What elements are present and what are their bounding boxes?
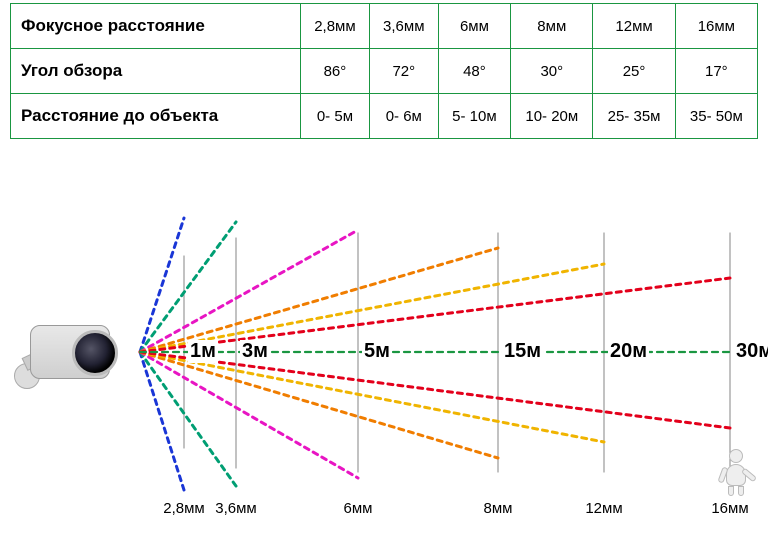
table-cell: 30° — [511, 49, 593, 94]
table-cell: 17° — [675, 49, 757, 94]
table-cell: 10- 20м — [511, 94, 593, 139]
distance-label: 30м — [734, 340, 768, 363]
table-cell: 3,6мм — [369, 4, 438, 49]
table-cell: 2,8мм — [301, 4, 370, 49]
table-cell: 35- 50м — [675, 94, 757, 139]
table-cell: 25° — [593, 49, 675, 94]
focal-label: 16мм — [711, 500, 748, 517]
row-header: Угол обзора — [11, 49, 301, 94]
table-cell: 0- 5м — [301, 94, 370, 139]
focal-length-table: Фокусное расстояние2,8мм3,6мм6мм8мм12мм1… — [0, 0, 768, 139]
table-cell: 48° — [438, 49, 510, 94]
spec-table: Фокусное расстояние2,8мм3,6мм6мм8мм12мм1… — [10, 3, 758, 139]
distance-label: 1м — [188, 340, 218, 363]
person-icon — [719, 449, 753, 497]
fov-diagram: 1м 3м 5м 15м 20м 30м 2,8мм 3,6мм 6мм 8мм 12мм 16мм — [0, 200, 768, 552]
table-cell: 6мм — [438, 4, 510, 49]
table-cell: 12мм — [593, 4, 675, 49]
table-cell: 72° — [369, 49, 438, 94]
focal-label: 2,8мм — [163, 500, 204, 517]
table-cell: 5- 10м — [438, 94, 510, 139]
focal-label: 6мм — [344, 500, 373, 517]
distance-label: 5м — [362, 340, 392, 363]
table-cell: 0- 6м — [369, 94, 438, 139]
focal-label: 8мм — [484, 500, 513, 517]
table-cell: 25- 35м — [593, 94, 675, 139]
table-cell: 86° — [301, 49, 370, 94]
row-header: Расстояние до объекта — [11, 94, 301, 139]
distance-label: 3м — [240, 340, 270, 363]
row-header: Фокусное расстояние — [11, 4, 301, 49]
distance-label: 20м — [608, 340, 649, 363]
focal-label: 12мм — [585, 500, 622, 517]
distance-label: 15м — [502, 340, 543, 363]
table-cell: 16мм — [675, 4, 757, 49]
camera-icon — [30, 325, 110, 379]
table-cell: 8мм — [511, 4, 593, 49]
focal-label: 3,6мм — [215, 500, 256, 517]
